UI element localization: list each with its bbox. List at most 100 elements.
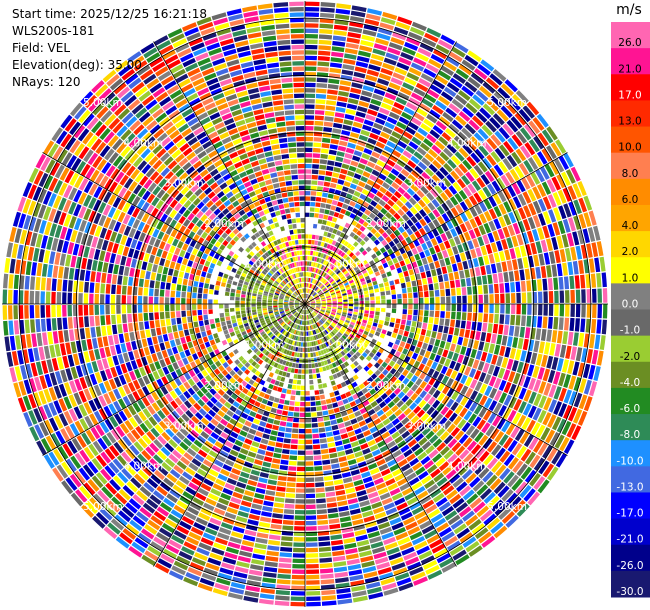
velocity-gate bbox=[414, 230, 422, 239]
velocity-gate bbox=[341, 268, 347, 273]
velocity-gate bbox=[391, 245, 398, 252]
velocity-gate bbox=[411, 136, 422, 146]
velocity-gate bbox=[467, 183, 477, 194]
velocity-gate bbox=[307, 283, 310, 288]
velocity-gate bbox=[328, 238, 334, 245]
velocity-gate bbox=[305, 239, 309, 244]
velocity-gate bbox=[351, 82, 363, 89]
velocity-gate bbox=[366, 69, 380, 77]
velocity-gate bbox=[330, 265, 336, 270]
velocity-gate bbox=[348, 165, 357, 172]
velocity-gate bbox=[327, 215, 333, 221]
velocity-gate bbox=[314, 286, 319, 291]
velocity-gate bbox=[391, 149, 402, 158]
velocity-gate bbox=[449, 77, 463, 89]
velocity-gate bbox=[500, 174, 511, 187]
velocity-gate bbox=[344, 198, 351, 205]
velocity-gate bbox=[399, 247, 406, 255]
velocity-gate bbox=[515, 130, 528, 144]
velocity-gate bbox=[393, 190, 402, 199]
velocity-gate bbox=[368, 212, 376, 220]
velocity-gate bbox=[309, 296, 313, 300]
velocity-gate bbox=[315, 268, 319, 274]
velocity-gate bbox=[357, 163, 366, 170]
velocity-gate bbox=[424, 32, 439, 43]
velocity-gate bbox=[384, 190, 393, 199]
velocity-gate bbox=[370, 228, 377, 235]
velocity-gate bbox=[324, 273, 329, 279]
velocity-gate bbox=[357, 271, 363, 277]
velocity-gate bbox=[330, 138, 340, 145]
velocity-gate bbox=[345, 108, 356, 116]
velocity-gate bbox=[464, 198, 473, 209]
velocity-gate bbox=[317, 61, 330, 67]
velocity-gate bbox=[502, 123, 515, 136]
velocity-gate bbox=[378, 155, 388, 163]
velocity-gate bbox=[451, 46, 466, 58]
velocity-gate bbox=[352, 155, 361, 162]
velocity-gate bbox=[416, 107, 428, 117]
velocity-gate bbox=[533, 135, 545, 150]
velocity-gate bbox=[475, 90, 489, 102]
velocity-gate bbox=[423, 138, 434, 148]
velocity-gate bbox=[345, 147, 355, 154]
velocity-gate bbox=[447, 247, 454, 257]
velocity-gate bbox=[305, 142, 313, 147]
velocity-gate bbox=[428, 212, 436, 221]
velocity-gate bbox=[445, 107, 458, 118]
velocity-gate bbox=[512, 94, 525, 108]
velocity-gate bbox=[472, 94, 485, 106]
velocity-gate bbox=[312, 223, 318, 229]
velocity-gate bbox=[373, 216, 381, 223]
velocity-gate bbox=[475, 111, 488, 123]
velocity-gate bbox=[384, 243, 391, 251]
velocity-gate bbox=[532, 117, 545, 131]
velocity-gate bbox=[355, 222, 362, 229]
velocity-gate bbox=[307, 288, 309, 293]
velocity-gate bbox=[550, 142, 562, 157]
velocity-gate bbox=[354, 66, 367, 74]
velocity-gate bbox=[340, 208, 347, 215]
velocity-gate bbox=[308, 296, 312, 300]
velocity-gate bbox=[396, 242, 403, 250]
velocity-gate bbox=[393, 229, 401, 237]
velocity-gate bbox=[442, 177, 452, 188]
velocity-gate bbox=[436, 225, 444, 235]
velocity-gate bbox=[344, 53, 357, 60]
velocity-gate bbox=[570, 166, 581, 182]
velocity-gate bbox=[326, 262, 332, 268]
velocity-gate bbox=[370, 220, 377, 227]
velocity-gate bbox=[393, 237, 400, 245]
velocity-gate bbox=[397, 173, 407, 182]
velocity-gate bbox=[358, 100, 370, 108]
velocity-gate bbox=[424, 249, 431, 257]
velocity-gate bbox=[388, 135, 399, 144]
velocity-gate bbox=[426, 133, 437, 144]
velocity-gate bbox=[492, 113, 505, 126]
velocity-gate bbox=[434, 100, 447, 111]
velocity-gate bbox=[311, 284, 314, 289]
velocity-gate bbox=[325, 255, 330, 260]
velocity-gate bbox=[329, 289, 335, 293]
velocity-gate bbox=[311, 234, 316, 240]
velocity-gate bbox=[316, 263, 321, 269]
velocity-gate bbox=[307, 255, 310, 261]
velocity-gate bbox=[414, 203, 422, 212]
velocity-gate bbox=[330, 280, 336, 285]
velocity-gate bbox=[366, 179, 375, 187]
velocity-gate bbox=[339, 80, 352, 87]
velocity-gate bbox=[354, 116, 365, 124]
velocity-gate bbox=[305, 44, 318, 50]
velocity-gate bbox=[305, 163, 312, 169]
velocity-gate bbox=[316, 257, 320, 263]
velocity-gate bbox=[305, 147, 313, 153]
velocity-gate bbox=[503, 201, 512, 213]
velocity-gate bbox=[351, 254, 357, 260]
velocity-gate bbox=[305, 293, 307, 299]
velocity-gate bbox=[419, 142, 430, 152]
velocity-gate bbox=[367, 137, 377, 145]
velocity-gate bbox=[461, 127, 473, 139]
velocity-gate bbox=[435, 235, 443, 244]
velocity-gate bbox=[375, 83, 388, 91]
velocity-gate bbox=[478, 225, 486, 236]
